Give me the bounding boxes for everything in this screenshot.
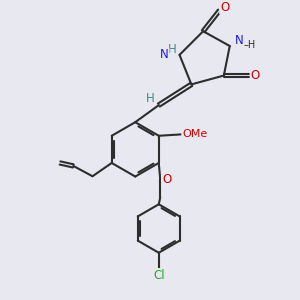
Text: O: O	[251, 69, 260, 82]
Text: –H: –H	[244, 40, 256, 50]
Text: Cl: Cl	[153, 269, 165, 282]
Text: N: N	[160, 48, 169, 62]
Text: N: N	[235, 34, 244, 47]
Text: H: H	[146, 92, 155, 105]
Text: O: O	[162, 173, 171, 186]
Text: H: H	[168, 43, 176, 56]
Text: O: O	[220, 1, 229, 13]
Text: OMe: OMe	[182, 129, 207, 139]
